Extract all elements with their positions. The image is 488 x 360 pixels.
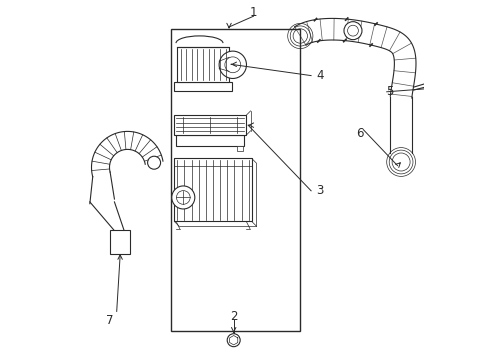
Bar <box>110 230 130 254</box>
Circle shape <box>347 25 358 36</box>
Bar <box>176 135 244 146</box>
Bar <box>237 146 242 151</box>
Circle shape <box>147 156 160 169</box>
Circle shape <box>224 57 240 73</box>
Bar <box>174 115 246 135</box>
Text: 5: 5 <box>386 85 393 98</box>
Text: 3: 3 <box>316 184 323 197</box>
Text: 7: 7 <box>105 314 113 327</box>
Circle shape <box>227 334 240 347</box>
Circle shape <box>171 186 194 209</box>
Circle shape <box>219 51 246 78</box>
Text: 2: 2 <box>229 310 237 323</box>
Circle shape <box>176 191 190 204</box>
Text: 4: 4 <box>316 69 324 82</box>
Bar <box>170 29 300 331</box>
Bar <box>177 47 229 82</box>
Circle shape <box>343 22 361 40</box>
Text: 6: 6 <box>355 127 363 140</box>
Text: 1: 1 <box>249 6 257 19</box>
Bar <box>174 82 231 91</box>
Bar <box>174 158 251 221</box>
